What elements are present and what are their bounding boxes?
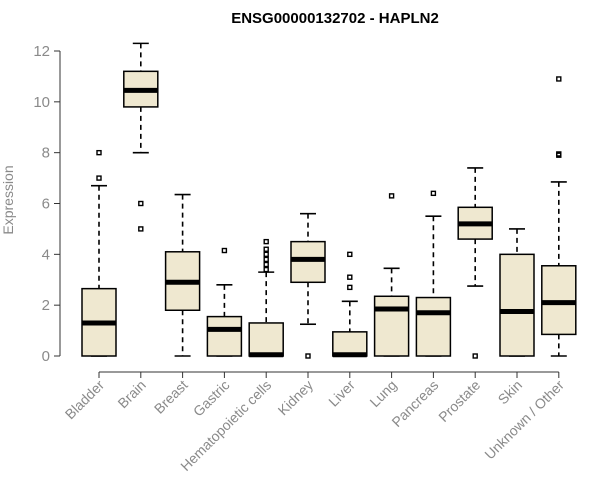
outlier-point bbox=[388, 193, 395, 199]
x-tick-label: Lung bbox=[366, 377, 399, 410]
outlier-point bbox=[263, 238, 269, 245]
box-iqr bbox=[415, 296, 452, 357]
box-iqr bbox=[206, 315, 243, 357]
y-tick-label: 12 bbox=[33, 43, 50, 60]
x-tick-label: Prostate bbox=[435, 377, 483, 425]
x-tick-label: Brain bbox=[114, 377, 148, 411]
outlier-point bbox=[430, 190, 437, 197]
outlier-point bbox=[263, 266, 269, 273]
box-group bbox=[206, 247, 243, 357]
outlier-point bbox=[263, 256, 269, 263]
box-group bbox=[373, 193, 410, 357]
outlier-point bbox=[347, 284, 353, 291]
x-tick-label: Bladder bbox=[62, 377, 108, 423]
box-group bbox=[123, 42, 159, 232]
outlier-point bbox=[556, 76, 562, 82]
box-group bbox=[81, 149, 117, 357]
box-iqr bbox=[373, 295, 410, 357]
box-group bbox=[457, 167, 493, 359]
outlier-point bbox=[556, 151, 562, 157]
y-tick-label: 4 bbox=[42, 246, 50, 263]
box-iqr bbox=[248, 322, 284, 357]
x-tick-label: Liver bbox=[325, 377, 358, 410]
box-iqr bbox=[499, 253, 535, 357]
outlier-point bbox=[221, 247, 228, 254]
outlier-point bbox=[263, 251, 269, 258]
outlier-point bbox=[138, 200, 144, 207]
box-iqr bbox=[541, 265, 577, 336]
box-group bbox=[499, 228, 535, 357]
box-iqr bbox=[332, 331, 368, 357]
x-tick-label: Skin bbox=[495, 377, 526, 408]
outlier-point bbox=[305, 353, 311, 359]
y-tick-label: 6 bbox=[42, 196, 50, 213]
outlier-point bbox=[96, 175, 102, 181]
outlier-point bbox=[347, 251, 353, 258]
box-group bbox=[248, 238, 284, 358]
outlier-point bbox=[347, 274, 353, 280]
y-axis-label: Expression bbox=[0, 165, 16, 234]
outlier-point bbox=[263, 246, 269, 252]
outlier-point bbox=[472, 353, 478, 359]
y-tick-label: 8 bbox=[42, 145, 50, 162]
box-group bbox=[332, 251, 368, 358]
box-group bbox=[415, 190, 452, 357]
box-iqr bbox=[290, 240, 326, 284]
x-tick-label: Kidney bbox=[275, 377, 317, 419]
x-tick-label: Breast bbox=[151, 377, 191, 417]
y-tick-label: 0 bbox=[42, 348, 50, 365]
box-group bbox=[541, 76, 577, 357]
outlier-point bbox=[96, 149, 102, 156]
plot-area bbox=[81, 42, 577, 359]
outlier-point bbox=[138, 226, 144, 232]
outlier-point bbox=[263, 261, 269, 268]
box-group bbox=[164, 193, 201, 357]
box-group bbox=[290, 212, 326, 359]
chart-title: ENSG00000132702 - HAPLN2 bbox=[231, 10, 439, 27]
y-tick-label: 10 bbox=[33, 94, 50, 111]
y-tick-label: 2 bbox=[42, 297, 50, 314]
x-tick-label: Unknown / Other bbox=[481, 377, 567, 463]
